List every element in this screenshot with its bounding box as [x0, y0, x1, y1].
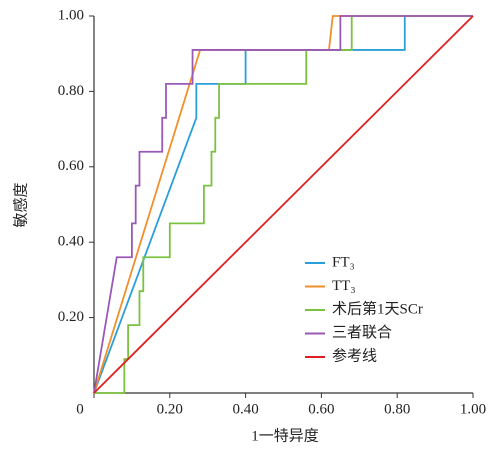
x-tick-label: 1.00	[460, 401, 486, 417]
x-tick-label: 0.40	[232, 401, 258, 417]
x-tick-label: 0.20	[157, 401, 183, 417]
roc-line	[94, 16, 473, 393]
x-axis-label: 1一特异度	[251, 427, 319, 444]
y-tick-label: 0.60	[58, 158, 84, 174]
legend-label: TT₃	[332, 278, 356, 294]
y-tick-label: 0.20	[58, 309, 84, 325]
y-tick-label: 0.40	[58, 234, 84, 250]
y-axis-label: 敏感度	[12, 182, 29, 227]
y-tick-label: 1.00	[58, 7, 84, 23]
legend-label: FT₃	[332, 254, 355, 270]
legend-label: 参考线	[332, 347, 377, 364]
y-tick-label: 0.80	[58, 83, 84, 99]
chart: 1一特异度 敏感度 0 0.20 0.40 0.60 0.80 1.00 0.20 0.40 0…	[0, 0, 497, 452]
legend-label: 术后第1天SCr	[332, 299, 423, 317]
legend-label: 三者联合	[332, 324, 392, 341]
x-tick-label: 0.60	[308, 401, 334, 417]
x-tick-label: 0	[76, 401, 84, 417]
x-tick-label: 0.80	[384, 401, 410, 417]
